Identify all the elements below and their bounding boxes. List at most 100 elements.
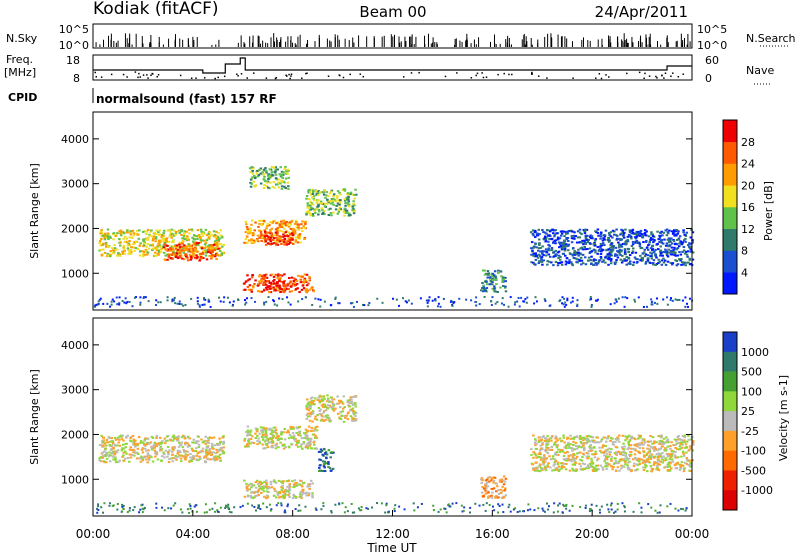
- range-cell: [157, 253, 160, 256]
- range-cell: [205, 258, 209, 261]
- range-cell: [649, 255, 652, 258]
- range-cell: [273, 234, 277, 237]
- range-cell: [678, 438, 682, 441]
- range-cell: [576, 251, 580, 254]
- range-cell: [336, 395, 339, 398]
- range-cell: [649, 236, 653, 239]
- colorbar-tick-label: 24: [741, 158, 755, 171]
- range-cell: [281, 444, 284, 447]
- range-cell: [673, 464, 677, 467]
- range-cell: [292, 434, 296, 437]
- range-cell: [321, 453, 324, 456]
- nave-dot: [146, 74, 148, 76]
- range-cell: [554, 253, 557, 256]
- range-cell: [546, 465, 549, 468]
- range-cell: [195, 254, 198, 257]
- ground-scatter-cell: [124, 297, 127, 300]
- range-cell: [119, 244, 122, 247]
- range-cell: [670, 246, 674, 249]
- range-cell: [263, 184, 266, 187]
- range-cell: [101, 439, 104, 442]
- range-cell: [185, 245, 189, 248]
- range-cell: [180, 460, 183, 463]
- range-cell: [272, 286, 275, 289]
- range-cell: [632, 231, 635, 234]
- range-cell: [658, 234, 661, 237]
- ground-scatter-cell: [475, 301, 478, 304]
- range-cell: [558, 437, 562, 440]
- range-cell: [545, 251, 549, 254]
- range-cell: [331, 407, 334, 410]
- nave-dot: [138, 72, 140, 75]
- range-cell: [691, 440, 695, 443]
- range-cell: [297, 236, 300, 239]
- range-cell: [638, 435, 641, 438]
- range-cell: [102, 460, 106, 463]
- range-cell: [586, 437, 590, 440]
- nave-dot: [661, 74, 663, 77]
- ground-scatter-cell: [297, 300, 300, 303]
- nave-dot: [655, 75, 657, 78]
- nave-dot: [252, 72, 255, 74]
- range-cell: [259, 234, 263, 237]
- range-cell: [263, 440, 267, 443]
- range-cell: [589, 259, 592, 262]
- range-cell: [531, 229, 535, 232]
- range-cell: [641, 252, 645, 255]
- range-cell: [171, 453, 174, 456]
- ground-scatter-cell: [650, 300, 653, 303]
- range-cell: [303, 273, 307, 276]
- range-cell: [244, 231, 247, 234]
- range-cell: [323, 213, 326, 216]
- ground-scatter-cell: [571, 300, 574, 303]
- range-cell: [569, 454, 573, 457]
- range-cell: [685, 231, 689, 234]
- range-cell: [309, 397, 313, 400]
- range-cell: [275, 432, 278, 435]
- range-cell: [310, 203, 313, 206]
- range-cell: [193, 246, 197, 249]
- range-cell: [611, 236, 614, 239]
- range-cell: [680, 263, 683, 266]
- range-cell: [136, 457, 139, 460]
- range-cell: [269, 427, 272, 430]
- range-cell: [687, 244, 690, 247]
- range-cell: [151, 460, 155, 463]
- range-cell: [543, 456, 546, 459]
- range-cell: [278, 224, 282, 227]
- range-cell: [162, 246, 166, 249]
- range-cell: [657, 452, 660, 455]
- range-cell: [301, 230, 304, 233]
- range-cell: [638, 446, 642, 449]
- ground-scatter-cell: [196, 296, 199, 299]
- range-cell: [550, 446, 554, 449]
- range-cell: [621, 434, 625, 437]
- range-cell: [262, 168, 266, 171]
- range-cell: [651, 442, 654, 445]
- range-cell: [101, 456, 105, 459]
- range-cell: [117, 460, 120, 463]
- range-cell: [623, 231, 626, 234]
- range-cell: [116, 232, 119, 235]
- range-cell: [302, 281, 306, 284]
- range-cell: [145, 449, 148, 452]
- range-cell: [306, 412, 310, 415]
- range-cell: [191, 229, 194, 232]
- range-cell: [639, 229, 643, 232]
- range-cell: [599, 440, 603, 443]
- range-cell: [163, 437, 167, 440]
- range-cell: [566, 232, 569, 235]
- range-cell: [646, 257, 650, 260]
- range-cell: [188, 247, 192, 250]
- range-cell: [100, 434, 103, 437]
- range-cell: [218, 457, 222, 460]
- range-cell: [530, 448, 533, 451]
- range-cell: [116, 444, 119, 447]
- range-cell: [334, 200, 337, 203]
- range-cell: [565, 257, 569, 260]
- range-cell: [210, 256, 213, 259]
- range-cell: [493, 270, 497, 273]
- range-cell: [118, 238, 121, 241]
- range-cell: [288, 495, 291, 498]
